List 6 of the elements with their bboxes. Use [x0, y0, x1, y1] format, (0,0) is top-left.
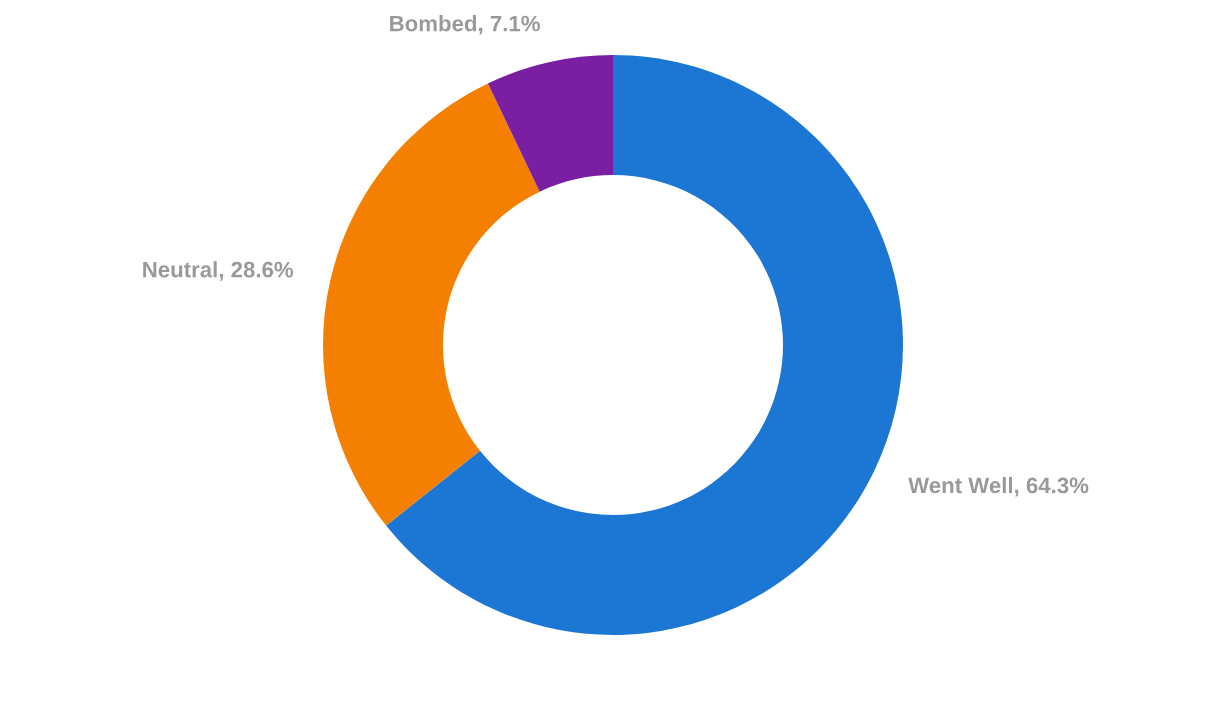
slice-label: Bombed, 7.1%: [390, 15, 540, 35]
donut-slice: [323, 83, 540, 526]
donut-slice: [487, 55, 613, 192]
donut-slice: [386, 55, 903, 635]
slice-label: Went Well, 64.3%: [908, 476, 1089, 497]
slice-label: Neutral, 28.6%: [143, 261, 294, 281]
